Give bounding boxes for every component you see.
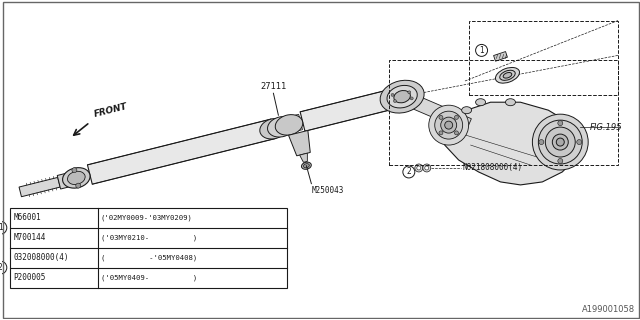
Text: P200005: P200005 [13, 273, 45, 282]
Polygon shape [265, 114, 303, 138]
Circle shape [76, 183, 81, 188]
Circle shape [539, 140, 544, 145]
Ellipse shape [500, 70, 515, 80]
Ellipse shape [503, 73, 512, 78]
Circle shape [556, 138, 564, 146]
Circle shape [552, 134, 568, 150]
Text: 032008000(4): 032008000(4) [13, 253, 68, 262]
Text: N021808000(4): N021808000(4) [463, 164, 523, 172]
Text: ('02MY0009-'03MY0209): ('02MY0009-'03MY0209) [101, 214, 193, 221]
Circle shape [439, 131, 443, 135]
Polygon shape [441, 102, 580, 185]
Ellipse shape [476, 99, 486, 106]
Polygon shape [300, 153, 307, 162]
Circle shape [408, 91, 411, 94]
Circle shape [0, 261, 7, 274]
Circle shape [441, 117, 457, 133]
Polygon shape [88, 119, 276, 184]
Bar [389, 60, 618, 165]
Circle shape [415, 164, 423, 172]
Circle shape [429, 105, 468, 145]
Text: 27111: 27111 [260, 82, 287, 91]
Ellipse shape [275, 115, 303, 135]
Circle shape [558, 158, 563, 164]
Bar [10, 208, 287, 288]
Ellipse shape [67, 171, 85, 185]
Circle shape [425, 166, 429, 170]
Text: 2: 2 [0, 263, 3, 272]
Ellipse shape [260, 118, 287, 139]
Circle shape [454, 131, 458, 135]
Ellipse shape [301, 162, 311, 169]
Text: 1: 1 [479, 46, 484, 55]
Circle shape [410, 97, 413, 100]
Text: M700144: M700144 [13, 233, 45, 242]
Circle shape [394, 100, 396, 102]
Ellipse shape [268, 116, 295, 137]
Ellipse shape [461, 107, 472, 114]
Polygon shape [19, 177, 60, 197]
Text: ('05MY0409-          ): ('05MY0409- ) [101, 274, 197, 281]
Circle shape [538, 120, 582, 164]
Ellipse shape [394, 91, 410, 103]
Polygon shape [493, 52, 508, 61]
Ellipse shape [387, 85, 417, 108]
Polygon shape [57, 172, 75, 189]
Circle shape [476, 44, 488, 56]
Text: 1: 1 [0, 223, 3, 232]
Ellipse shape [63, 168, 90, 188]
Circle shape [403, 166, 415, 178]
Polygon shape [300, 88, 400, 131]
Text: ('03MY0210-          ): ('03MY0210- ) [101, 235, 197, 241]
Text: A199001058: A199001058 [582, 305, 635, 315]
Circle shape [454, 116, 458, 119]
Text: 2: 2 [406, 167, 412, 176]
Text: M66001: M66001 [13, 213, 41, 222]
Polygon shape [289, 131, 310, 156]
Text: FIG.195: FIG.195 [589, 123, 622, 132]
Ellipse shape [303, 164, 309, 168]
Text: FRONT: FRONT [93, 102, 129, 119]
Ellipse shape [506, 99, 515, 106]
Circle shape [439, 116, 443, 119]
Circle shape [417, 166, 420, 170]
Polygon shape [399, 90, 472, 132]
Circle shape [391, 93, 394, 96]
Circle shape [532, 114, 588, 170]
Circle shape [0, 221, 7, 234]
Circle shape [72, 168, 77, 173]
Circle shape [558, 121, 563, 126]
Circle shape [423, 164, 431, 172]
Ellipse shape [380, 80, 424, 113]
Bar [468, 20, 618, 95]
Text: (          -'05MY0408): ( -'05MY0408) [101, 254, 197, 261]
Circle shape [545, 127, 575, 157]
Circle shape [435, 111, 463, 139]
Circle shape [577, 140, 582, 145]
Circle shape [445, 121, 452, 129]
Ellipse shape [495, 68, 520, 83]
Text: M250043: M250043 [312, 186, 344, 195]
